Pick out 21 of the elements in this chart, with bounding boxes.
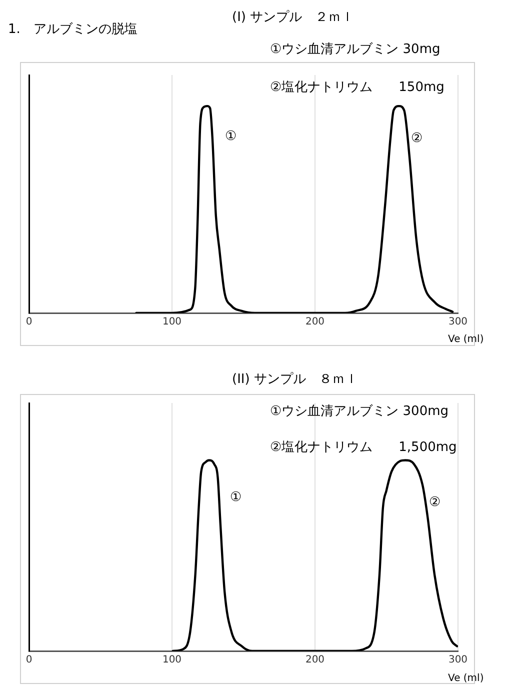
x-tick-label: 100 [162,316,182,328]
chart-title: (I) サンプル ２ｍｌ [232,9,354,26]
annotation: ② [411,131,423,146]
x-tick-label: 200 [305,654,325,666]
text: ①ウシ血清アルブミン 300mg [270,403,449,420]
x-tick-label: 100 [162,654,182,666]
text: ①ウシ血清アルブミン 30mg [270,41,440,58]
annotation: ① [230,490,242,505]
x-tick-label: 200 [305,316,325,328]
text: ②塩化ナトリウム 150mg [270,79,444,96]
x-tick-label: 0 [26,654,32,666]
chart-title: (II) サンプル ８ｍｌ [232,371,358,388]
text: ②塩化ナトリウム 1,500mg [270,439,457,456]
x-tick-label: 0 [26,316,32,328]
x-tick-label: 300 [448,316,468,328]
annotation: ② [429,495,441,510]
text: 1. アルブミンの脱塩 [8,21,138,38]
x-tick-label: 300 [448,654,468,666]
x-axis-title: Ve (ml) [448,334,484,345]
x-axis-title: Ve (ml) [448,673,484,684]
annotation: ① [225,129,237,144]
